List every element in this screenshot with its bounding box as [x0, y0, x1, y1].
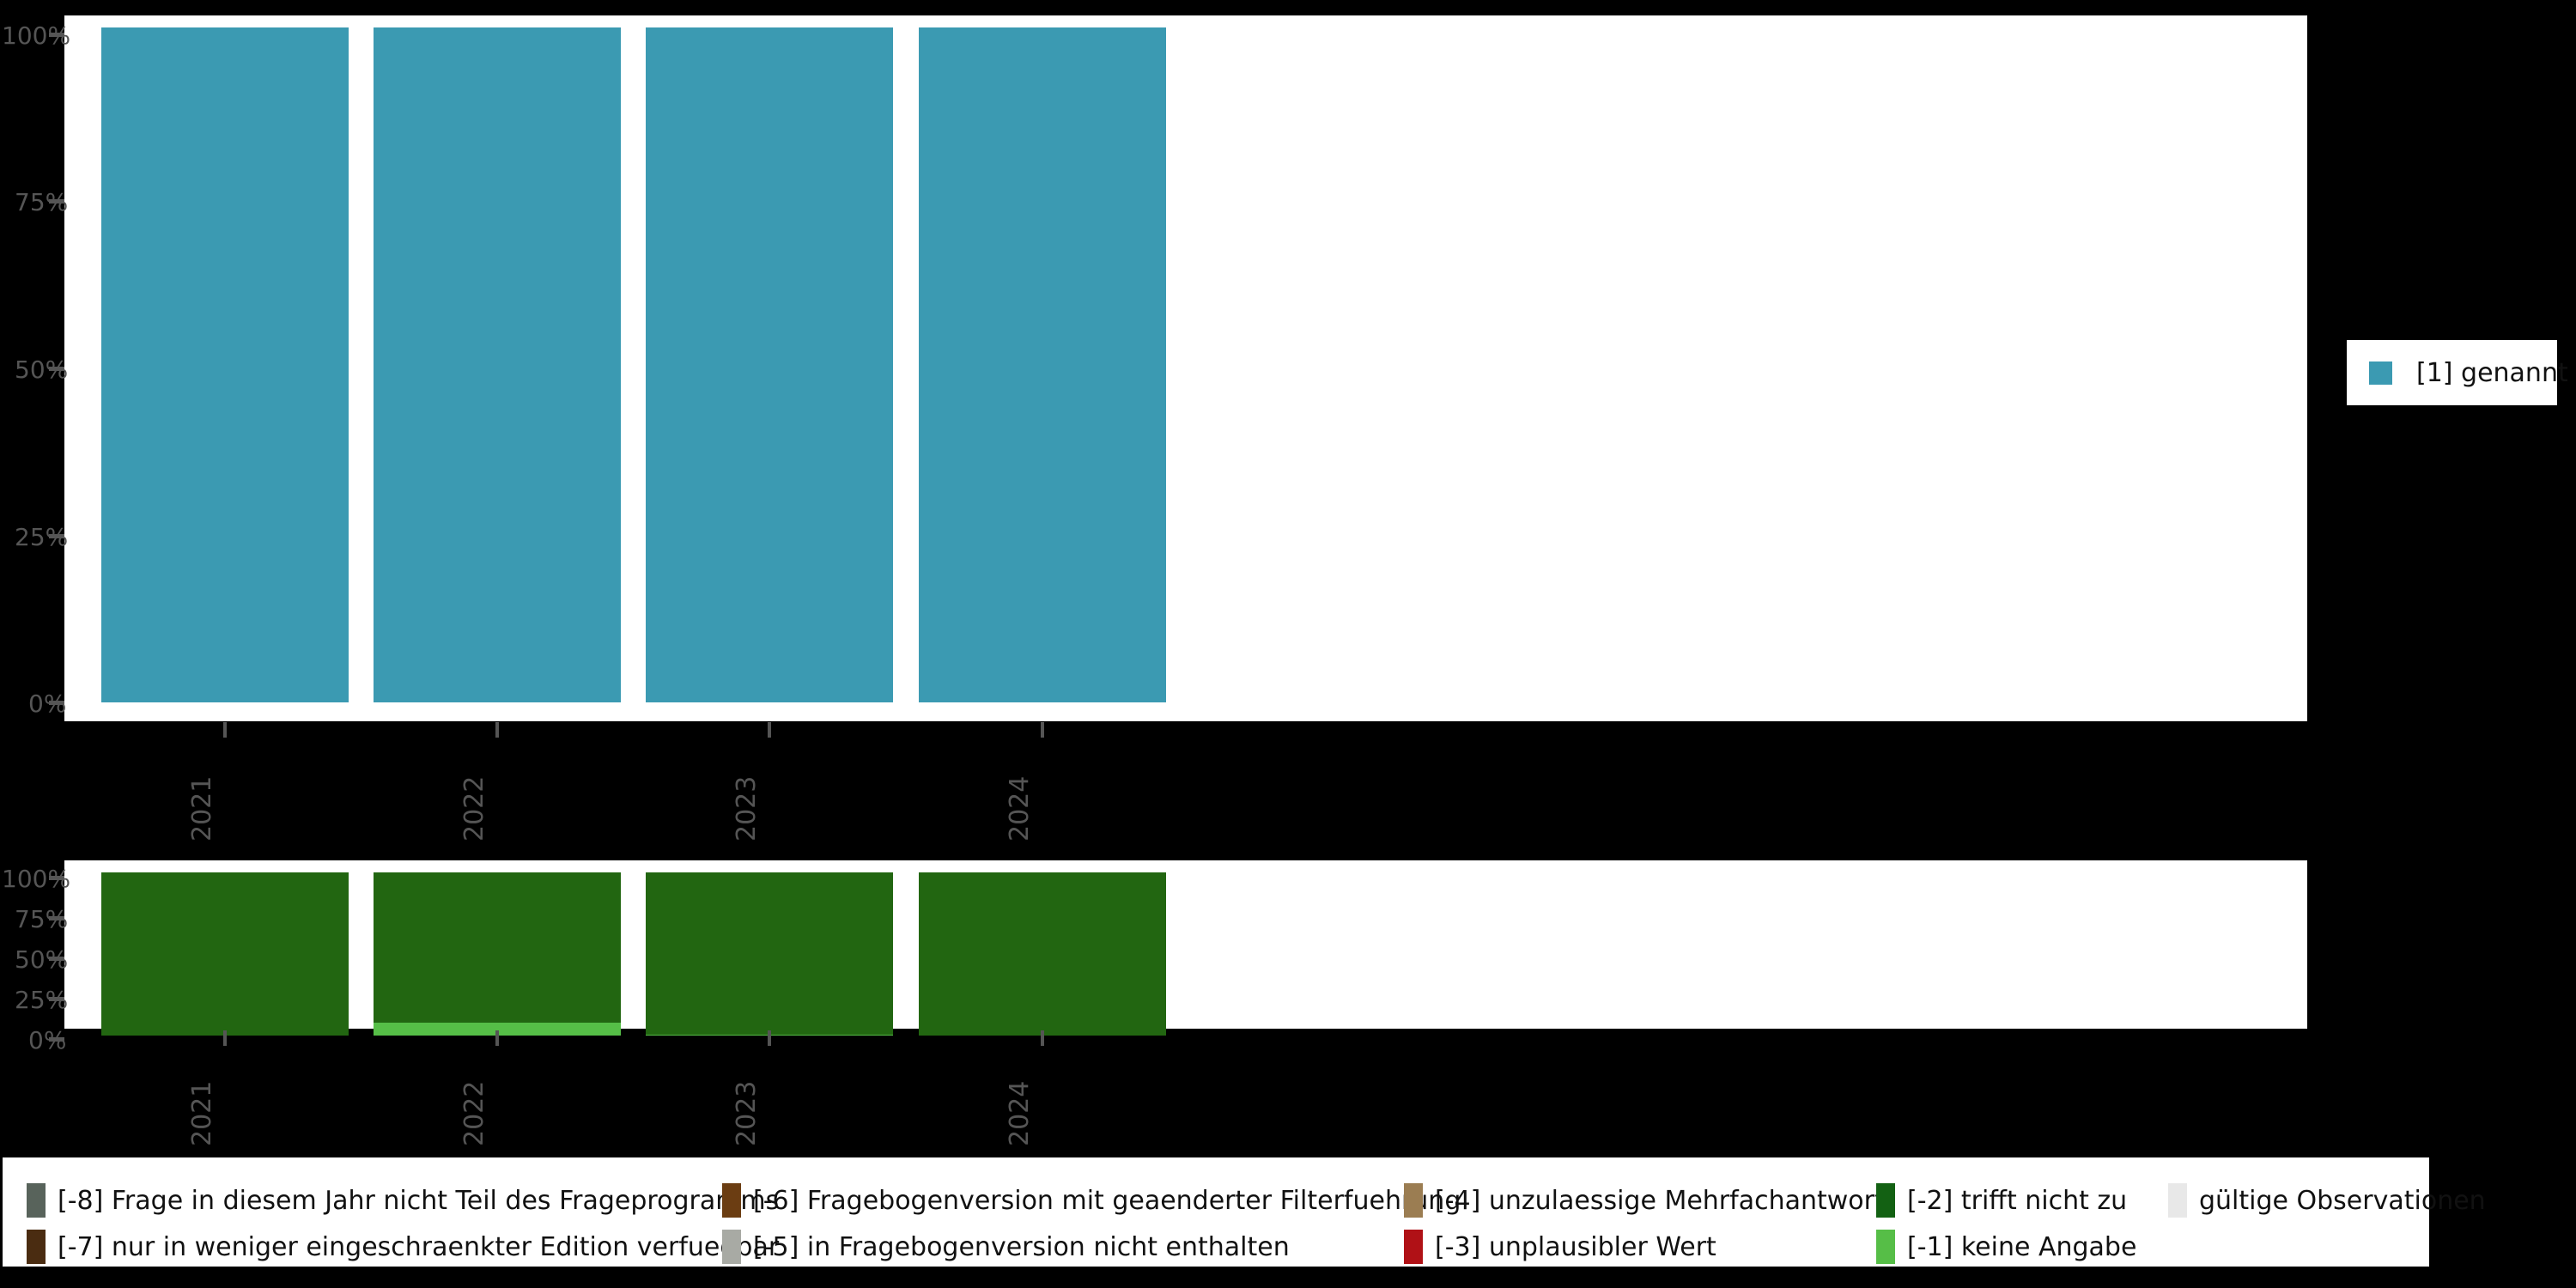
- bottom-ytick-25: [49, 997, 64, 1001]
- legend-item-m6[interactable]: [-6] Fragebogenversion mit geaenderter F…: [722, 1183, 1461, 1218]
- legend-label-m6: [-6] Fragebogenversion mit geaenderter F…: [753, 1185, 1461, 1216]
- bottom-bar-2023: [646, 872, 893, 1036]
- bottom-xtick-2021: [223, 1030, 227, 1046]
- bottom-ytick-label-25: 25%: [15, 986, 69, 1014]
- bottom-bar-2024-seg-trifft-nicht-zu: [919, 872, 1166, 1036]
- legend-label-m2: [-2] trifft nicht zu: [1907, 1185, 2128, 1216]
- bottom-bar-2021: [101, 872, 349, 1036]
- top-ytick-label-75: 75%: [15, 188, 69, 216]
- top-bar-2023: [646, 27, 893, 702]
- legend-swatch-m8: [27, 1183, 46, 1218]
- top-xtick-label-2024: 2024: [1005, 775, 1035, 841]
- bottom-ytick-label-50: 50%: [15, 945, 69, 974]
- bottom-xtick-label-2021: 2021: [187, 1080, 217, 1146]
- bottom-xtick-label-2023: 2023: [732, 1080, 762, 1146]
- legend-swatch-m4: [1404, 1183, 1423, 1218]
- legend-label-m4: [-4] unzulaessige Mehrfachantwort: [1435, 1185, 1885, 1216]
- bottom-xtick-2023: [768, 1030, 771, 1046]
- legend-swatch-m2: [1876, 1183, 1895, 1218]
- top-ytick-label-25: 25%: [15, 523, 69, 551]
- legend-swatch-m5: [722, 1230, 741, 1264]
- legend-item-valid[interactable]: gültige Observationen: [2168, 1183, 2486, 1218]
- top-ytick-label-100: 100%: [2, 21, 71, 50]
- legend-label-m5: [-5] in Fragebogenversion nicht enthalte…: [753, 1231, 1290, 1262]
- bottom-ytick-label-75: 75%: [15, 905, 69, 933]
- bottom-xtick-label-2022: 2022: [459, 1080, 489, 1146]
- bottom-ytick-100: [49, 876, 64, 880]
- legend-item-m1[interactable]: [-1] keine Angabe: [1876, 1230, 2136, 1264]
- bottom-ytick-label-0: 0%: [28, 1026, 67, 1054]
- bottom-xtick-label-2024: 2024: [1005, 1080, 1035, 1146]
- top-xtick-2024: [1041, 722, 1044, 738]
- legend-item-m5[interactable]: [-5] in Fragebogenversion nicht enthalte…: [722, 1230, 1290, 1264]
- legend-swatch-valid: [2168, 1183, 2187, 1218]
- missing-values-legend[interactable]: [-8] Frage in diesem Jahr nicht Teil des…: [3, 1157, 2486, 1267]
- top-bar-2023-seg-genannt: [646, 27, 893, 702]
- bottom-bar-2022-seg-keine-angabe: [374, 1022, 621, 1036]
- top-ytick-label-0: 0%: [28, 690, 67, 718]
- top-xtick-label-2022: 2022: [459, 775, 489, 841]
- legend-swatch-m3: [1404, 1230, 1423, 1264]
- top-ytick-0: [49, 701, 64, 705]
- top-bar-2021-seg-genannt: [101, 27, 349, 702]
- top-bar-2024-seg-genannt: [919, 27, 1166, 702]
- bottom-bar-2023-seg-trifft-nicht-zu: [646, 872, 893, 1035]
- top-bar-2024: [919, 27, 1166, 702]
- top-ytick-25: [49, 534, 64, 538]
- legend-item-m7[interactable]: [-7] nur in weniger eingeschraenkter Edi…: [27, 1230, 779, 1264]
- legend-label-m8: [-8] Frage in diesem Jahr nicht Teil des…: [58, 1185, 780, 1216]
- bottom-bar-2024: [919, 872, 1166, 1036]
- top-xtick-2022: [495, 722, 499, 738]
- bottom-ytick-0: [49, 1037, 64, 1042]
- legend-swatch-m1: [1876, 1230, 1895, 1264]
- top-ytick-75: [49, 199, 64, 204]
- top-bar-2021: [101, 27, 349, 702]
- top-ytick-50: [49, 367, 64, 371]
- bottom-bar-2021-seg-trifft-nicht-zu: [101, 872, 349, 1036]
- bottom-xtick-2022: [495, 1030, 499, 1046]
- legend-item-m2[interactable]: [-2] trifft nicht zu: [1876, 1183, 2127, 1218]
- top-xtick-2023: [768, 722, 771, 738]
- top-bar-2022: [374, 27, 621, 702]
- bottom-ytick-50: [49, 957, 64, 961]
- bottom-ytick-75: [49, 916, 64, 920]
- legend-swatch-m6: [722, 1183, 741, 1218]
- top-ytick-label-50: 50%: [15, 355, 69, 384]
- legend-label-genannt: [1] genannt: [2416, 357, 2568, 388]
- legend-label-m7: [-7] nur in weniger eingeschraenkter Edi…: [58, 1231, 780, 1262]
- legend-swatch-m7: [27, 1230, 46, 1264]
- bottom-ytick-label-100: 100%: [2, 865, 71, 893]
- legend-label-m1: [-1] keine Angabe: [1907, 1231, 2137, 1262]
- legend-swatch-genannt: [2369, 361, 2392, 385]
- top-bar-2022-seg-genannt: [374, 27, 621, 702]
- top-xtick-label-2023: 2023: [732, 775, 762, 841]
- bottom-bar-2022-seg-trifft-nicht-zu: [374, 872, 621, 1023]
- legend-item-m4[interactable]: [-4] unzulaessige Mehrfachantwort: [1404, 1183, 1885, 1218]
- bottom-xtick-2024: [1041, 1030, 1044, 1046]
- top-xtick-2021: [223, 722, 227, 738]
- legend-item-m8[interactable]: [-8] Frage in diesem Jahr nicht Teil des…: [27, 1183, 779, 1218]
- legend-label-m3: [-3] unplausibler Wert: [1435, 1231, 1716, 1262]
- legend-item-m3[interactable]: [-3] unplausibler Wert: [1404, 1230, 1716, 1264]
- legend-label-valid: gültige Observationen: [2199, 1185, 2486, 1216]
- bottom-bar-2022: [374, 872, 621, 1036]
- top-ytick-100: [49, 33, 64, 37]
- series-legend[interactable]: [1] genannt: [2347, 340, 2568, 405]
- top-xtick-label-2021: 2021: [187, 775, 217, 841]
